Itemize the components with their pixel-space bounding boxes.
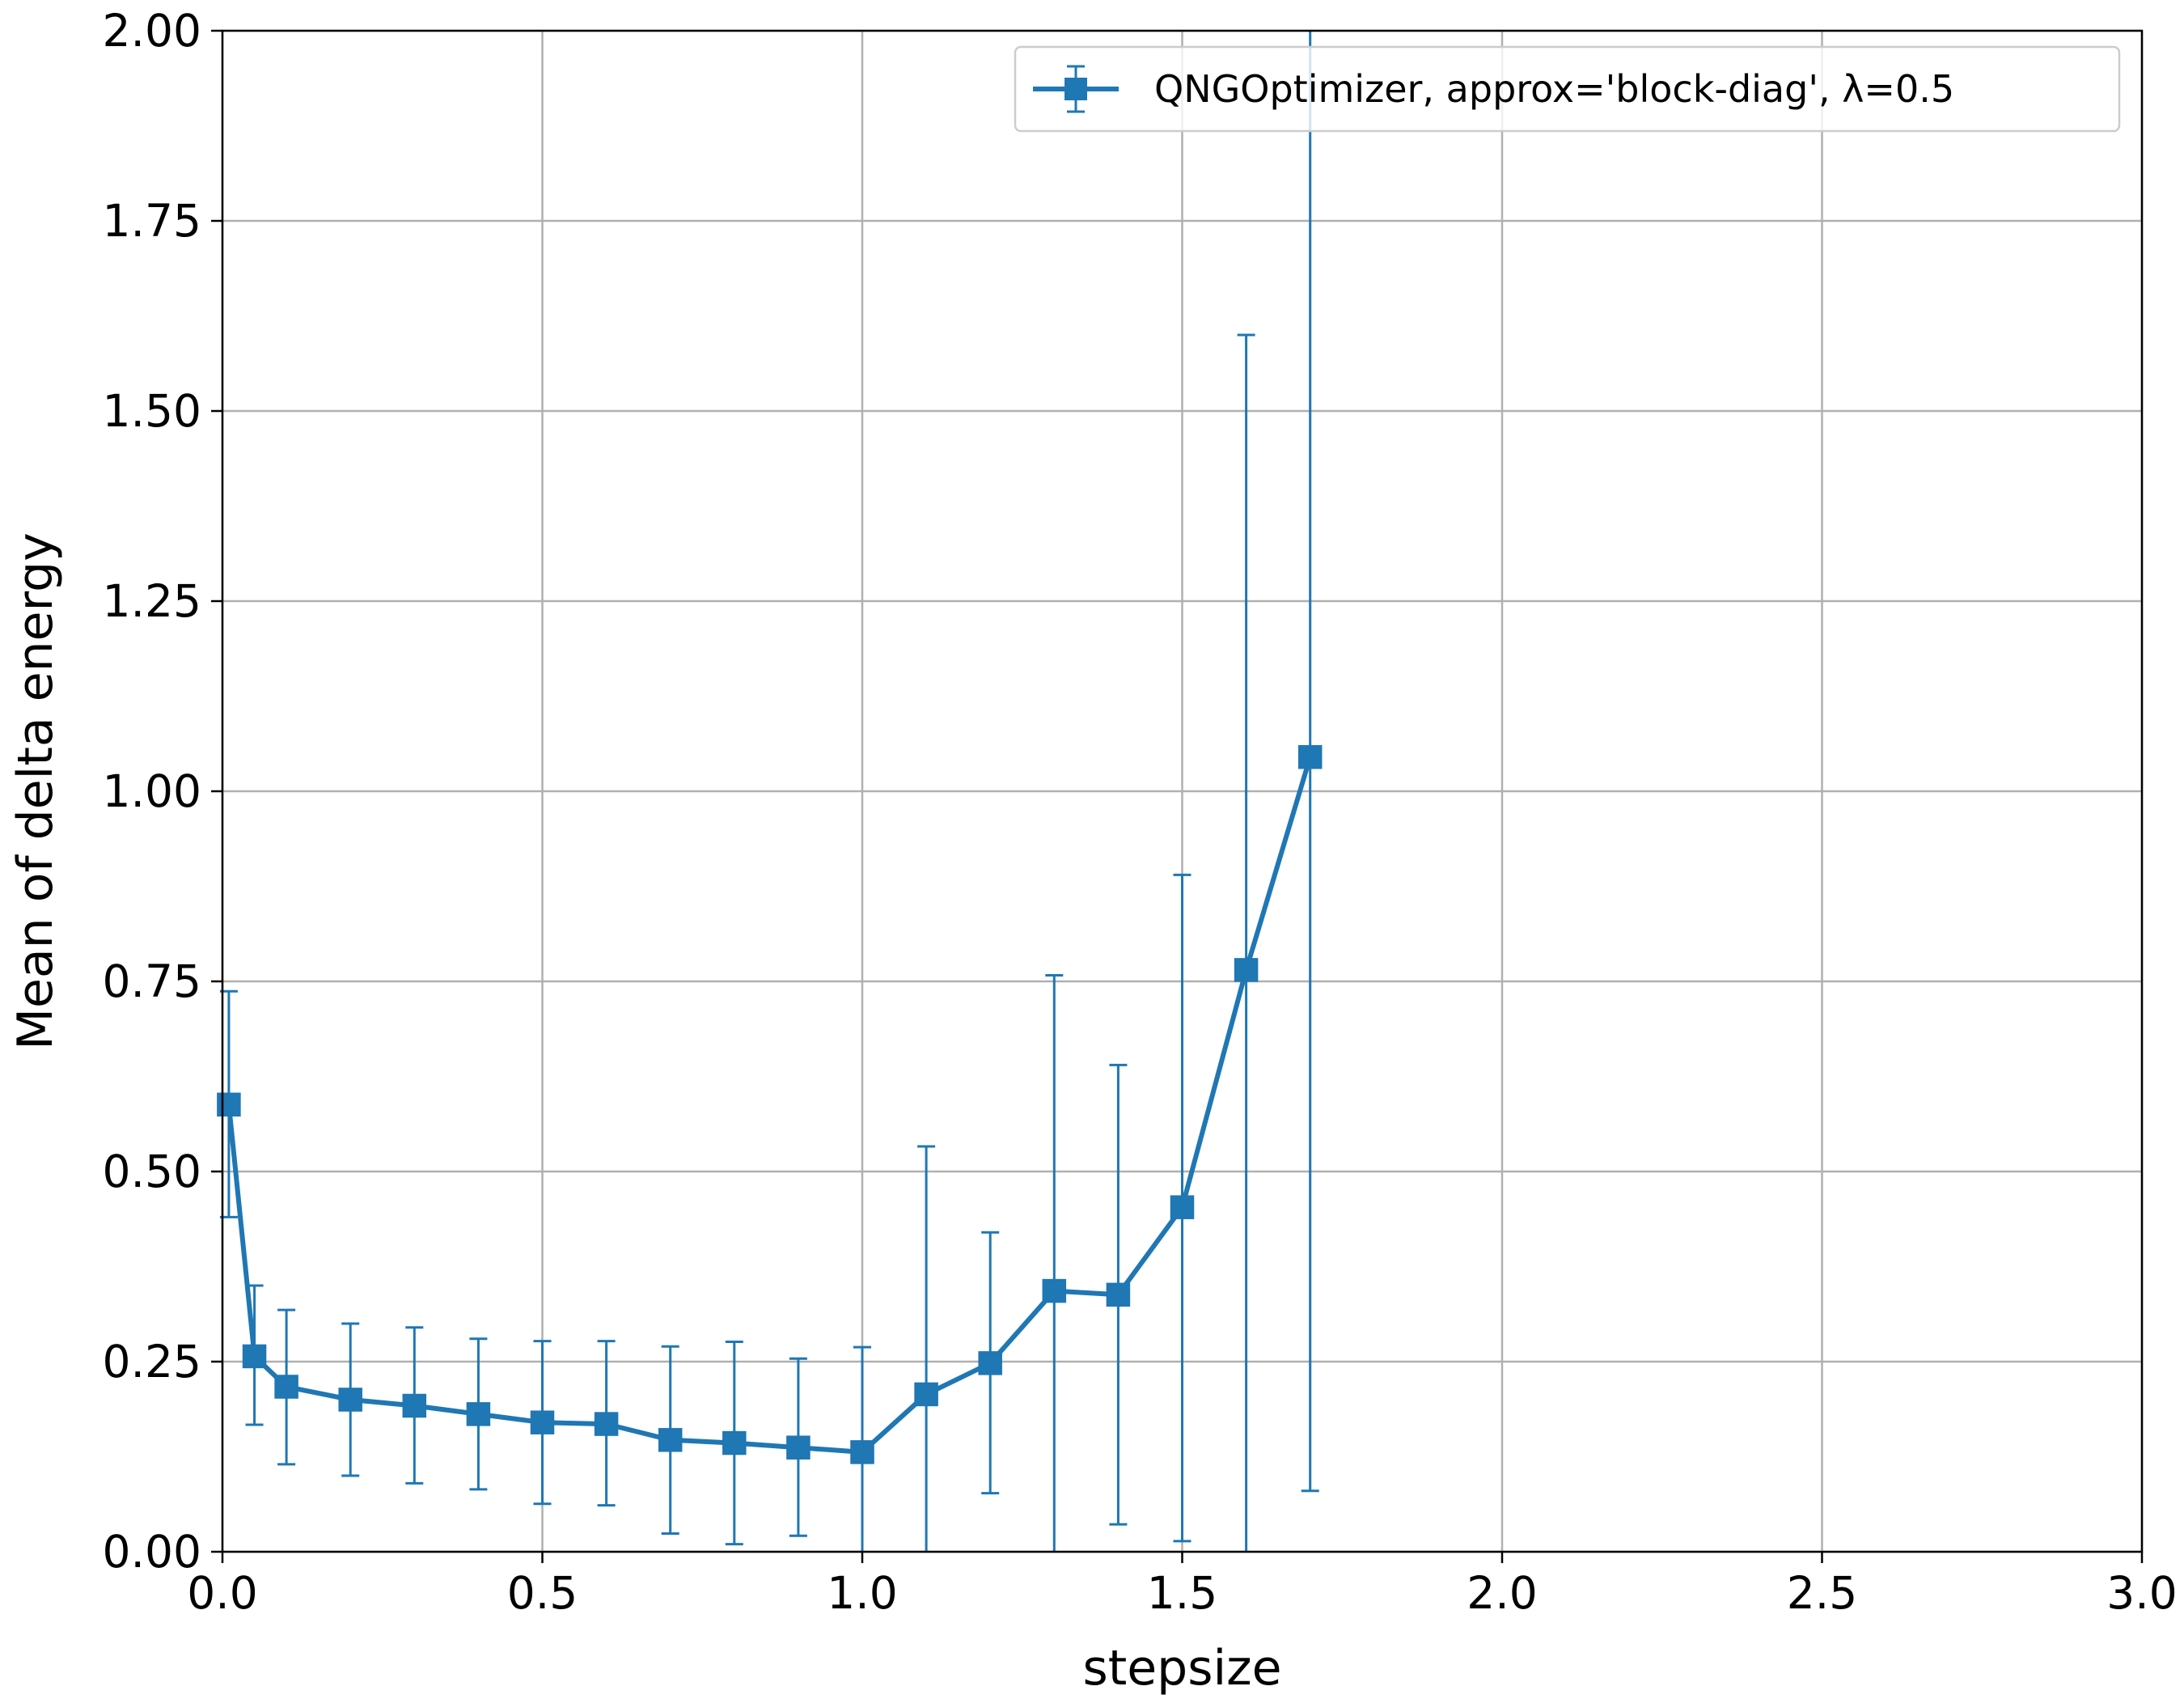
- y-tick-label: 0.75: [103, 955, 201, 1007]
- y-tick-label: 1.50: [103, 385, 201, 437]
- legend-square: [1064, 78, 1087, 100]
- data-point: [402, 1393, 427, 1418]
- x-tick-label: 1.0: [827, 1567, 897, 1619]
- data-point: [978, 1351, 1002, 1375]
- data-point: [1297, 744, 1323, 769]
- data-point: [1170, 1195, 1195, 1219]
- data-point: [1042, 1278, 1067, 1303]
- series-layer: [217, 31, 1323, 1552]
- y-tick-label: 1.25: [103, 575, 201, 627]
- x-tick-label: 3.0: [2106, 1567, 2177, 1619]
- data-point: [722, 1430, 747, 1455]
- x-tick-label: 0.0: [187, 1567, 257, 1619]
- y-tick-labels: 0.00 0.25 0.50 0.75 1.00 1.25 1.50 1.75 2.00: [103, 5, 201, 1578]
- legend-marker: [1033, 65, 1119, 113]
- data-point: [466, 1402, 491, 1426]
- data-point: [914, 1382, 938, 1407]
- legend-entry: QNGOptimizer, approx='block-diag', λ=0.5: [1154, 67, 1954, 111]
- y-tick-label: 0.00: [103, 1526, 201, 1578]
- data-point: [1106, 1282, 1131, 1307]
- legend: QNGOptimizer, approx='block-diag', λ=0.5: [1014, 45, 2121, 133]
- legend-box: [1014, 45, 2121, 133]
- x-tick-label: 1.5: [1147, 1567, 1217, 1619]
- ticks: [211, 29, 2144, 1563]
- x-tick-labels: 0.0 0.5 1.0 1.5 2.0 2.5 3.0: [187, 1567, 2177, 1619]
- data-point: [217, 1092, 241, 1117]
- data-point: [1234, 958, 1259, 982]
- x-tick-label: 2.5: [1787, 1567, 1857, 1619]
- data-point: [594, 1412, 619, 1436]
- y-tick-label: 0.50: [103, 1146, 201, 1197]
- data-point: [274, 1375, 298, 1399]
- data-point: [530, 1410, 555, 1434]
- y-tick-label: 1.75: [103, 195, 201, 247]
- y-tick-label: 2.00: [103, 5, 201, 57]
- x-axis-label: stepsize: [1082, 1640, 1281, 1697]
- y-axis-label: Mean of delta energy: [7, 532, 64, 1050]
- data-point: [338, 1388, 362, 1412]
- data-point: [658, 1428, 683, 1452]
- data-point: [786, 1435, 811, 1460]
- grid: [221, 29, 2144, 1553]
- x-tick-label: 2.0: [1467, 1567, 1537, 1619]
- y-tick-label: 0.25: [103, 1336, 201, 1388]
- x-tick-label: 0.5: [507, 1567, 578, 1619]
- data-point: [850, 1440, 874, 1464]
- data-point: [242, 1344, 267, 1369]
- y-tick-label: 1.00: [103, 765, 201, 817]
